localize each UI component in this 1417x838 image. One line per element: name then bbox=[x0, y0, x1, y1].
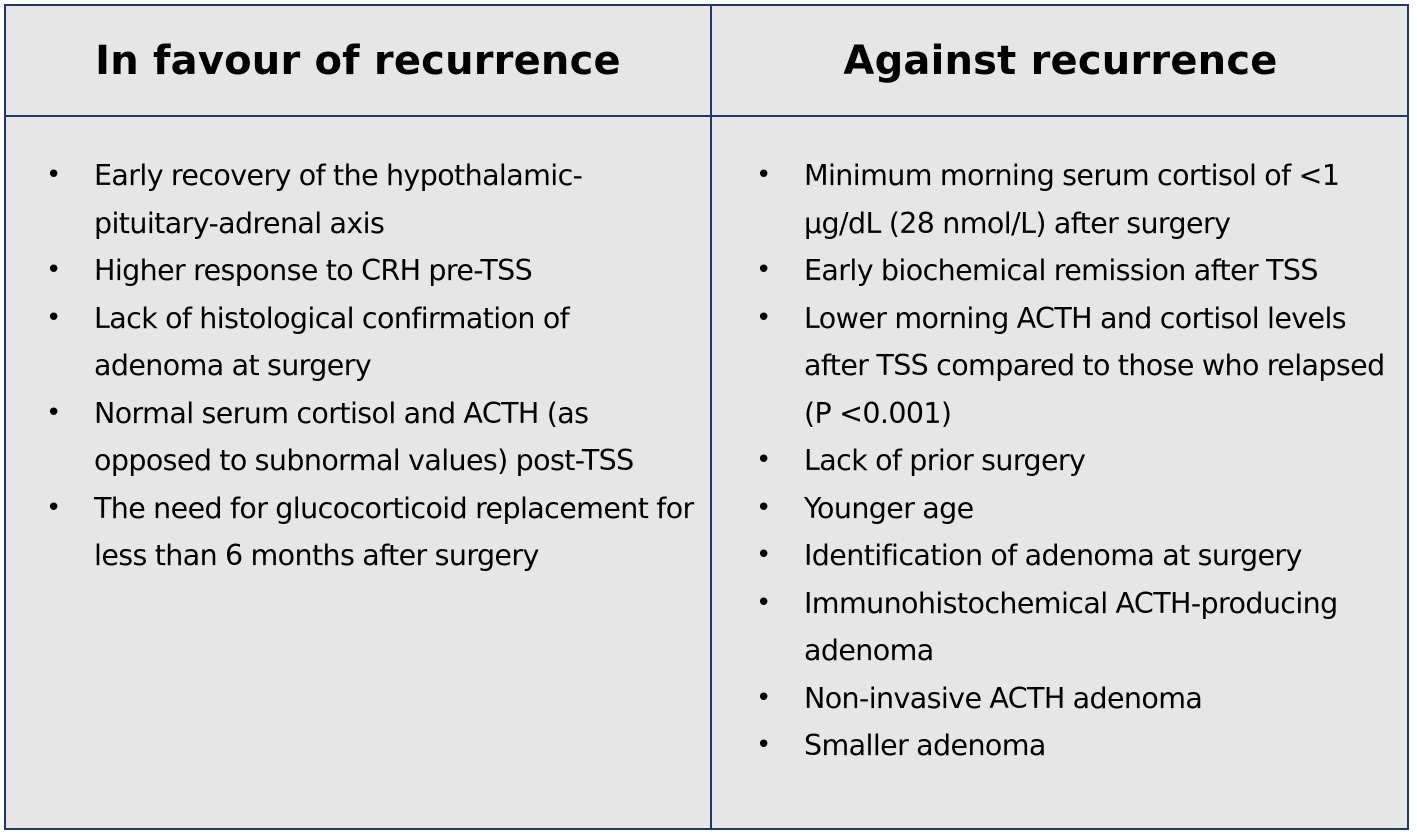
list-item: • Early recovery of the hypothalamic-pitu… bbox=[36, 152, 696, 247]
list-item-text: Lack of prior surgery bbox=[804, 444, 1086, 477]
list-item-text: Lack of histological confirmation of ade… bbox=[94, 301, 570, 383]
bullet-icon: • bbox=[756, 492, 771, 523]
bullet-icon: • bbox=[756, 160, 771, 190]
heading-in-favour: In favour of recurrence bbox=[95, 37, 621, 84]
bullet-icon: • bbox=[46, 255, 61, 285]
list-item: • Lack of histological confirmation of ad… bbox=[36, 295, 696, 390]
list-item: • Normal serum cortisol and ACTH (as oppo… bbox=[36, 390, 696, 485]
heading-against: Against recurrence bbox=[843, 37, 1278, 84]
bullet-icon: • bbox=[46, 302, 61, 333]
list-item-text: Non-invasive ACTH adenoma bbox=[804, 681, 1203, 715]
list-item-text: Early biochemical remission after TSS bbox=[804, 254, 1319, 287]
list-item-text: Younger age bbox=[804, 491, 974, 525]
bullet-icon: • bbox=[756, 730, 771, 760]
bullet-icon: • bbox=[756, 445, 771, 475]
list-item-text: Smaller adenoma bbox=[804, 729, 1046, 762]
list-item: • Non-invasive ACTH adenoma bbox=[746, 675, 1396, 723]
comparison-table: In favour of recurrence Against recurren… bbox=[4, 4, 1409, 830]
list-item: • Identification of adenoma at surgery bbox=[746, 532, 1396, 580]
list-item-text: Early recovery of the hypothalamic-pitui… bbox=[94, 159, 583, 240]
list-item: • Lack of prior surgery bbox=[746, 437, 1396, 485]
column-divider bbox=[710, 6, 712, 828]
bullet-icon: • bbox=[756, 302, 771, 333]
list-item-text: Minimum morning serum cortisol of <1 µg/… bbox=[804, 159, 1340, 240]
list-item: • Early biochemical remission after TSS bbox=[746, 247, 1396, 295]
list-item: • Younger age bbox=[746, 485, 1396, 533]
list-item-text: Normal serum cortisol and ACTH (as oppos… bbox=[94, 396, 634, 478]
bullet-icon: • bbox=[46, 160, 61, 190]
bullet-icon: • bbox=[46, 397, 61, 428]
list-item-text: Higher response to CRH pre-TSS bbox=[94, 254, 533, 287]
list-item-text: The need for glucocorticoid replacement … bbox=[94, 491, 694, 573]
in-favour-list: • Early recovery of the hypothalamic-pitu… bbox=[36, 152, 696, 580]
list-item-text: Lower morning ACTH and cortisol levels a… bbox=[804, 301, 1385, 430]
list-item-text: Immunohistochemical ACTH-producing adeno… bbox=[804, 586, 1338, 668]
bullet-icon: • bbox=[46, 492, 61, 523]
list-item: • Smaller adenoma bbox=[746, 722, 1396, 770]
list-item: • The need for glucocorticoid replacement… bbox=[36, 485, 696, 580]
bullet-icon: • bbox=[756, 255, 771, 285]
against-list: • Minimum morning serum cortisol of <1 µg… bbox=[746, 152, 1396, 770]
header-divider bbox=[6, 115, 1407, 117]
list-item: • Lower morning ACTH and cortisol levels … bbox=[746, 295, 1396, 438]
bullet-icon: • bbox=[756, 540, 771, 570]
list-item: • Immunohistochemical ACTH-producing aden… bbox=[746, 580, 1396, 675]
bullet-icon: • bbox=[756, 587, 771, 618]
list-item: • Minimum morning serum cortisol of <1 µg… bbox=[746, 152, 1396, 247]
list-item: • Higher response to CRH pre-TSS bbox=[36, 247, 696, 295]
list-item-text: Identification of adenoma at surgery bbox=[804, 539, 1302, 572]
bullet-icon: • bbox=[756, 682, 771, 713]
